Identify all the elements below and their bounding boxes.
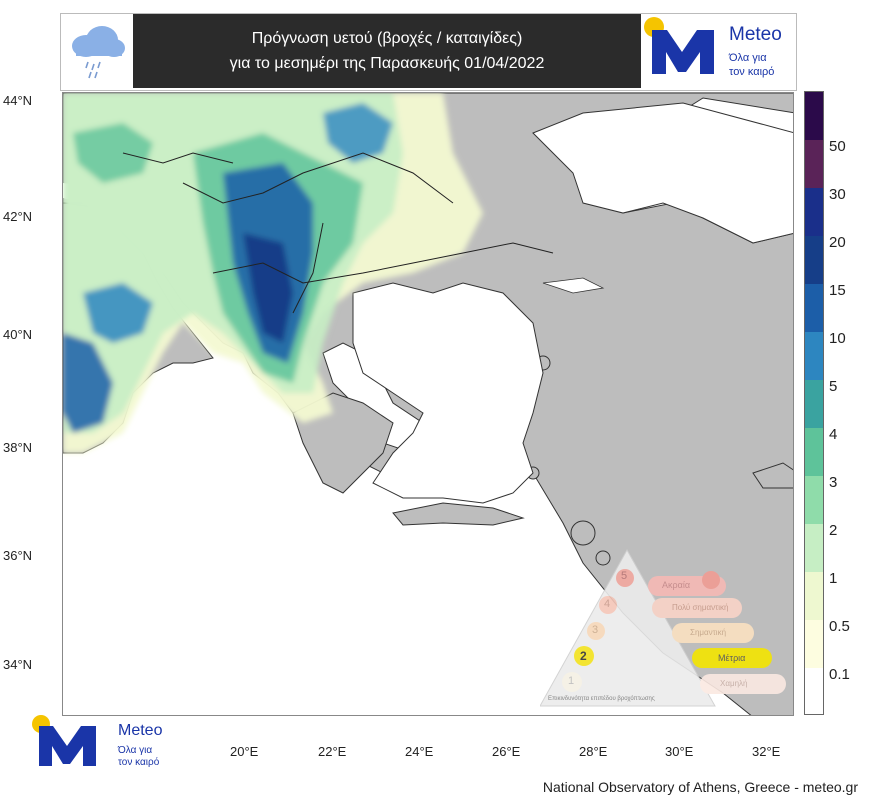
legend-swatch-0-1	[805, 668, 823, 714]
legend-swatch-30	[805, 188, 823, 236]
legend-label-10: 10	[829, 330, 846, 347]
legend-label-2: 2	[829, 522, 838, 539]
lat-label-42: 42°N	[3, 209, 33, 224]
lon-label-22: 22°E	[318, 744, 347, 759]
pyramid-level-5-num: 5	[621, 570, 628, 582]
lat-label-36: 36°N	[3, 548, 33, 563]
lon-label-32: 32°E	[752, 744, 781, 759]
legend-colorbar	[804, 91, 824, 715]
pyramid-caption: Επικινδυνότητα επιπέδου βροχόπτωσης	[548, 696, 655, 702]
lat-label-38: 38°N	[3, 440, 33, 455]
warning-triangle-icon	[539, 548, 786, 707]
lat-label-44: 44°N	[3, 93, 33, 108]
pyramid-level-2-label: Μέτρια	[718, 653, 746, 663]
lon-label-24: 24°E	[405, 744, 434, 759]
pyramid-level-3-label: Σημαντική	[690, 628, 727, 637]
pyramid-level-1-label: Χαμηλή	[720, 679, 748, 688]
legend-swatch-2	[805, 524, 823, 572]
rain-cloud-icon	[64, 20, 128, 84]
pyramid-level-4-num: 4	[604, 598, 611, 610]
legend-label-30: 30	[829, 186, 846, 203]
pyramid-level-4-label: Πολύ σημαντική	[672, 603, 729, 612]
meteo-logo-bottom: Meteo Όλα για τον καιρό	[30, 712, 180, 772]
brand-name-bottom: Meteo	[118, 722, 163, 739]
warning-pyramid: 5 Ακραία 4 Πολύ σημαντική 3 Σημαντική 2 …	[539, 548, 790, 708]
legend-swatch-5	[805, 380, 823, 428]
meteo-logo-top: Meteo Όλα για τον καιρό	[642, 14, 794, 86]
legend-swatch-0-5	[805, 620, 823, 668]
legend-swatch-above-50	[805, 92, 823, 140]
brand-slogan-2-bottom: τον καιρό	[118, 757, 160, 768]
legend-swatch-15	[805, 284, 823, 332]
title-line-2: για το μεσημέρι της Παρασκευής 01/04/202…	[229, 55, 545, 72]
country-borders	[122, 152, 554, 314]
footer-credit: National Observatory of Athens, Greece -…	[542, 779, 858, 795]
pyramid-level-5-label: Ακραία	[662, 580, 691, 590]
legend-label-20: 20	[829, 234, 846, 251]
legend-swatch-10	[805, 332, 823, 380]
lon-label-30: 30°E	[665, 744, 694, 759]
legend-label-50: 50	[829, 138, 846, 155]
pyramid-level-3-num: 3	[592, 624, 599, 636]
meteo-m-logo-icon	[32, 715, 96, 766]
brand-slogan-1-bottom: Όλα για	[118, 745, 153, 756]
legend-swatch-50	[805, 140, 823, 188]
legend-label-0-1: 0.1	[829, 666, 850, 683]
pyramid-level-1-num: 1	[568, 675, 575, 687]
legend-swatch-4	[805, 428, 823, 476]
brand-name: Meteo	[729, 24, 782, 45]
legend-label-1: 1	[829, 570, 838, 587]
legend-label-4: 4	[829, 426, 838, 443]
brand-slogan-2: τον καιρό	[729, 66, 775, 78]
title-line-1: Πρόγνωση υετού (βροχές / καταιγίδες)	[251, 30, 523, 47]
legend-swatch-3	[805, 476, 823, 524]
lon-label-28: 28°E	[579, 744, 608, 759]
legend-label-5: 5	[829, 378, 838, 395]
legend-label-0-5: 0.5	[829, 618, 850, 635]
lon-label-20: 20°E	[230, 744, 259, 759]
lat-label-40: 40°N	[3, 327, 33, 342]
meteo-m-logo-icon	[644, 17, 714, 74]
lon-label-26: 26°E	[492, 744, 521, 759]
map-title: Πρόγνωση υετού (βροχές / καταιγίδες) για…	[133, 14, 641, 88]
brand-slogan-1: Όλα για	[729, 52, 767, 64]
legend-label-3: 3	[829, 474, 838, 491]
legend-swatch-20	[805, 236, 823, 284]
pyramid-level-2-num: 2	[580, 649, 587, 663]
lat-label-34: 34°N	[3, 657, 33, 672]
legend-label-15: 15	[829, 282, 846, 299]
precipitation-overlay	[63, 93, 483, 453]
legend-swatch-1	[805, 572, 823, 620]
